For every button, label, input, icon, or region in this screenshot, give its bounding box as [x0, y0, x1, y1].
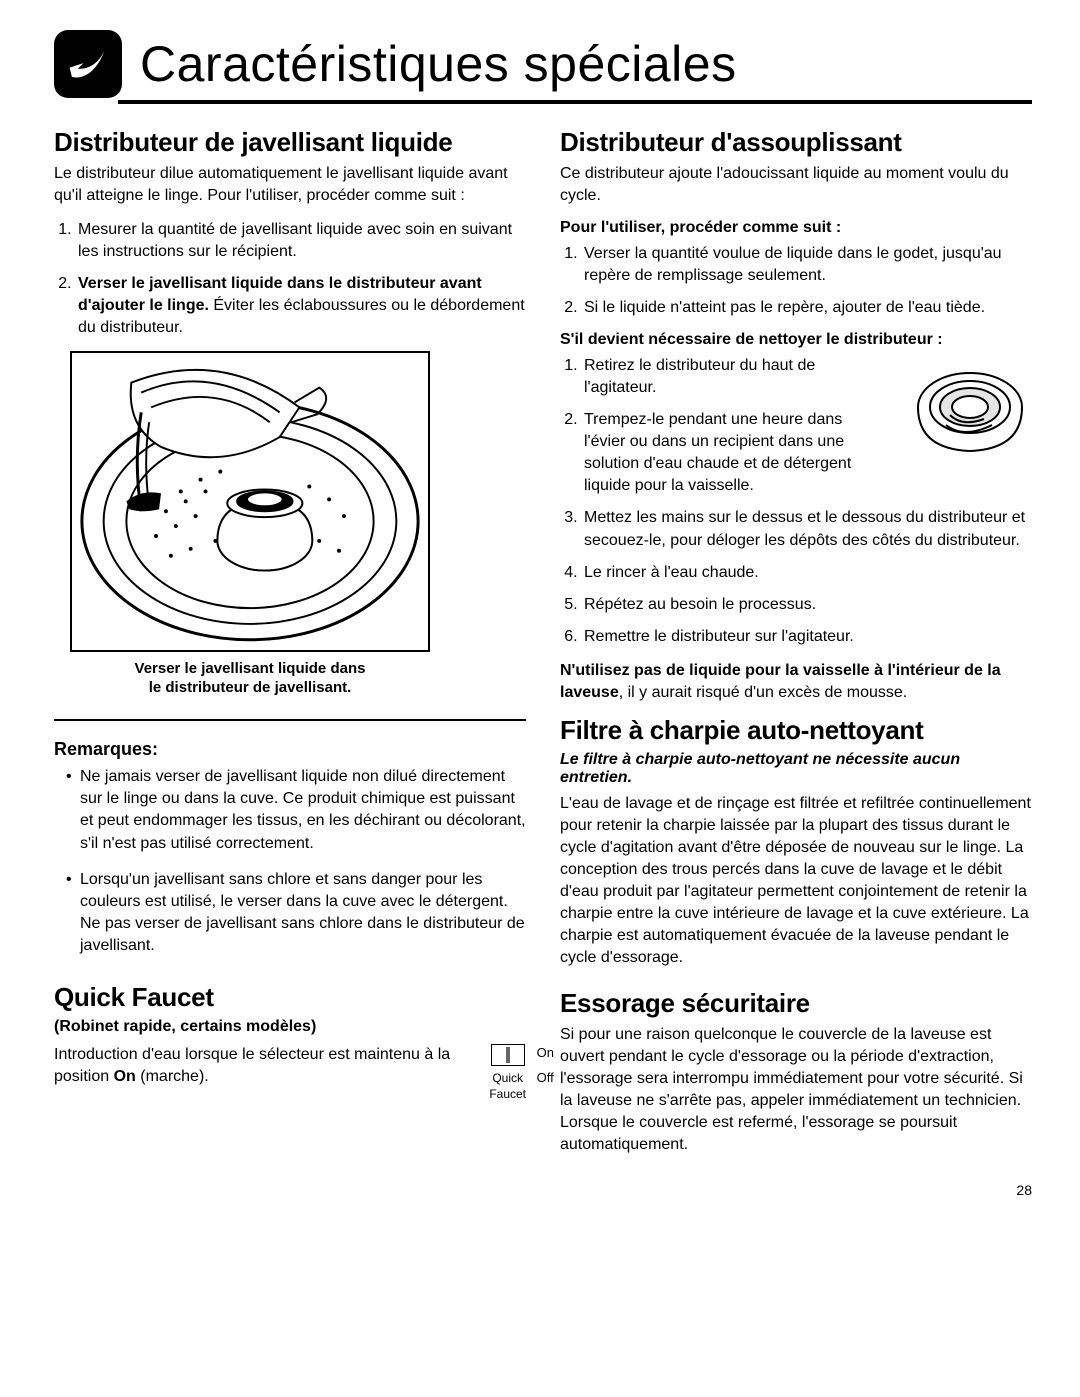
bleach-steps: Mesurer la quantité de javellisant liqui… [54, 219, 526, 339]
bleach-caption: Verser le javellisant liquide dans le di… [70, 660, 430, 698]
spin-body: Si pour une raison quelconque le couverc… [560, 1024, 1032, 1156]
softener-usage-heading: Pour l'utiliser, procéder comme suit : [560, 219, 1032, 237]
swoosh-icon [54, 30, 122, 98]
qf-bold: On [114, 1068, 136, 1085]
page-title: Caractéristiques spéciales [140, 35, 737, 93]
lint-heading: Filtre à charpie auto-nettoyant [560, 716, 1032, 745]
lint-body: L'eau de lavage et de rinçage est filtré… [560, 793, 1032, 970]
switch-off-label: Off [537, 1069, 554, 1087]
softener-warning: N'utilisez pas de liquide pour la vaisse… [560, 660, 1032, 704]
caption-line: le distributeur de javellisant. [149, 679, 352, 696]
spin-heading: Essorage sécuritaire [560, 989, 1032, 1018]
title-rule [118, 100, 1032, 104]
two-column-layout: Distributeur de javellisant liquide Le d… [54, 128, 1032, 1168]
softener-clean-heading: S'il devient nécessaire de nettoyer le d… [560, 331, 1032, 349]
quickfaucet-switch-art: On Off Quick Faucet [489, 1044, 526, 1103]
bleach-heading: Distributeur de javellisant liquide [54, 128, 526, 157]
quickfaucet-text: Introduction d'eau lorsque le sélecteur … [54, 1044, 473, 1088]
quickfaucet-row: Introduction d'eau lorsque le sélecteur … [54, 1044, 526, 1103]
switch-caption: Quick [492, 1071, 523, 1085]
list-item: Si le liquide n'atteint pas le repère, a… [582, 297, 1032, 319]
list-item: Le rincer à l'eau chaude. [582, 562, 1032, 584]
quickfaucet-sub: (Robinet rapide, certains modèles) [54, 1018, 526, 1036]
left-column: Distributeur de javellisant liquide Le d… [54, 128, 526, 1168]
list-item: Lorsqu'un javellisant sans chlore et san… [66, 869, 526, 957]
list-item: Verser la quantité voulue de liquide dan… [582, 243, 1032, 287]
lint-sub: Le filtre à charpie auto-nettoyant ne né… [560, 751, 1032, 787]
bleach-figure [70, 351, 430, 652]
quickfaucet-heading: Quick Faucet [54, 983, 526, 1012]
list-item: Ne jamais verser de javellisant liquide … [66, 766, 526, 854]
bleach-intro: Le distributeur dilue automatiquement le… [54, 163, 526, 207]
list-item: Verser le javellisant liquide dans le di… [76, 273, 526, 339]
softener-usage-steps: Verser la quantité voulue de liquide dan… [560, 243, 1032, 319]
section-rule [54, 719, 526, 721]
softener-intro: Ce distributeur ajoute l'adoucissant liq… [560, 163, 1032, 207]
page-number: 28 [1016, 1182, 1032, 1198]
remarks-heading: Remarques: [54, 739, 526, 760]
page-header: Caractéristiques spéciales [54, 30, 1032, 98]
warning-rest: , il y aurait risqué d'un excès de mouss… [619, 684, 908, 701]
list-item: Mesurer la quantité de javellisant liqui… [76, 219, 526, 263]
remarks-list: Ne jamais verser de javellisant liquide … [54, 766, 526, 957]
qf-suffix: (marche). [136, 1068, 209, 1085]
list-item: Remettre le distributeur sur l'agitateur… [582, 626, 1032, 648]
dispenser-illustration [892, 355, 1032, 480]
step-text: Mesurer la quantité de javellisant liqui… [78, 221, 512, 260]
right-column: Distributeur d'assouplissant Ce distribu… [560, 128, 1032, 1168]
switch-caption: Faucet [489, 1087, 526, 1101]
caption-line: Verser le javellisant liquide dans [135, 660, 366, 677]
list-item: Mettez les mains sur le dessus et le des… [582, 507, 1032, 551]
list-item: Répétez au besoin le processus. [582, 594, 1032, 616]
softener-heading: Distributeur d'assouplissant [560, 128, 1032, 157]
switch-on-label: On [537, 1044, 554, 1062]
